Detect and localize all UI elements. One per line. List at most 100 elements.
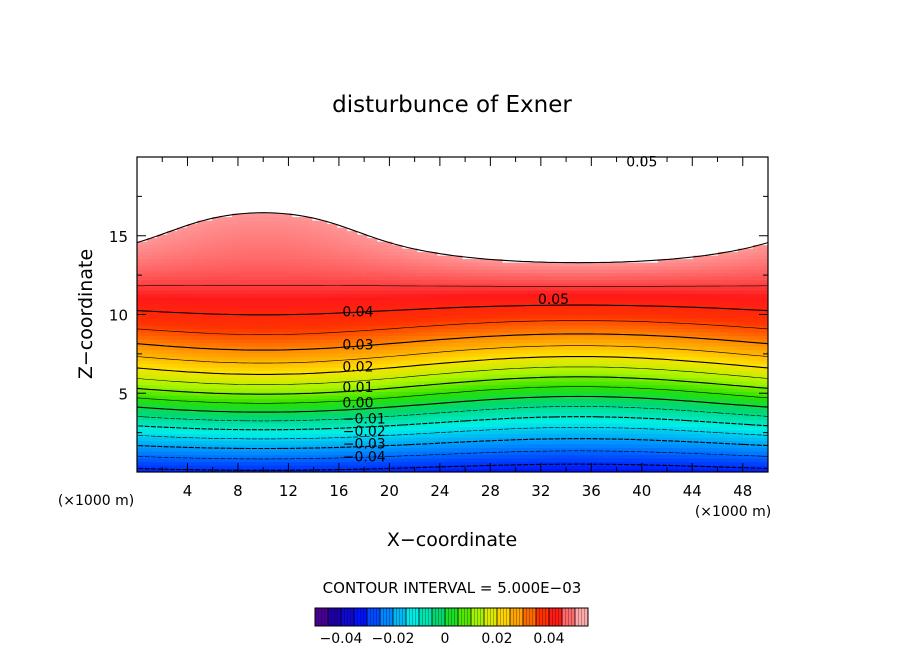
- field-cell: [167, 416, 173, 421]
- field-cell: [577, 402, 584, 407]
- field-cell: [257, 447, 263, 452]
- field-cell: [602, 412, 609, 417]
- field-cell: [712, 342, 719, 347]
- field-cell: [512, 412, 519, 417]
- field-cell: [217, 458, 223, 463]
- field-cell: [672, 370, 679, 375]
- field-cell: [602, 433, 609, 438]
- field-cell: [522, 395, 529, 400]
- field-cell: [332, 444, 338, 449]
- field-cell: [612, 468, 619, 472]
- field-cell: [307, 346, 313, 351]
- field-cell: [392, 360, 399, 365]
- field-cell: [272, 461, 278, 466]
- field-cell: [612, 451, 619, 456]
- field-cell: [397, 374, 404, 379]
- field-cell: [352, 388, 358, 393]
- field-cell: [517, 353, 524, 358]
- field-cell: [402, 374, 409, 379]
- field-cell: [557, 377, 564, 382]
- field-cell: [712, 346, 719, 351]
- field-cell: [652, 468, 659, 472]
- field-cell: [257, 388, 263, 393]
- field-cell: [377, 332, 383, 337]
- field-cell: [357, 353, 363, 358]
- field-cell: [657, 339, 664, 344]
- field-cell: [557, 342, 564, 347]
- field-cell: [527, 430, 534, 435]
- field-cell: [737, 405, 744, 410]
- field-cell: [427, 332, 434, 337]
- field-cell: [372, 395, 378, 400]
- field-cell: [172, 381, 178, 386]
- field-cell: [282, 451, 288, 456]
- field-cell: [347, 440, 353, 445]
- field-cell: [597, 374, 604, 379]
- field-cell: [687, 412, 694, 417]
- field-cell: [347, 430, 353, 435]
- field-cell: [467, 395, 474, 400]
- field-cell: [177, 367, 183, 372]
- field-cell: [402, 461, 409, 466]
- field-cell: [307, 356, 313, 361]
- field-cell: [452, 395, 459, 400]
- field-cell: [432, 356, 439, 361]
- field-cell: [457, 356, 464, 361]
- field-cell: [677, 374, 684, 379]
- field-cell: [697, 398, 704, 403]
- field-cell: [417, 353, 424, 358]
- field-cell: [392, 377, 399, 382]
- field-cell: [142, 363, 148, 368]
- field-cell: [597, 377, 604, 382]
- field-cell: [487, 374, 494, 379]
- field-cell: [317, 419, 323, 424]
- field-cell: [737, 437, 744, 442]
- field-cell: [377, 339, 383, 344]
- field-cell: [757, 468, 764, 472]
- field-cell: [532, 374, 539, 379]
- field-cell: [472, 349, 479, 354]
- field-cell: [307, 433, 313, 438]
- field-cell: [522, 391, 529, 396]
- field-cell: [477, 461, 484, 466]
- field-cell: [762, 398, 768, 403]
- field-cell: [647, 451, 654, 456]
- field-cell: [247, 402, 253, 407]
- field-cell: [677, 451, 684, 456]
- field-cell: [732, 437, 739, 442]
- field-cell: [702, 412, 709, 417]
- field-cell: [652, 423, 659, 428]
- field-cell: [237, 342, 243, 347]
- field-cell: [292, 381, 298, 386]
- field-cell: [417, 332, 424, 337]
- field-cell: [382, 426, 388, 431]
- field-cell: [507, 451, 514, 456]
- field-cell: [257, 353, 263, 358]
- field-cell: [462, 381, 469, 386]
- field-cell: [692, 339, 699, 344]
- field-cell: [682, 440, 689, 445]
- field-cell: [762, 356, 768, 361]
- field-cell: [612, 465, 619, 470]
- field-cell: [357, 444, 363, 449]
- field-cell: [427, 377, 434, 382]
- field-cell: [757, 353, 764, 358]
- field-cell: [242, 430, 248, 435]
- field-cell: [757, 402, 764, 407]
- field-cell: [417, 381, 424, 386]
- field-cell: [177, 465, 183, 470]
- field-cell: [162, 384, 168, 389]
- field-cell: [727, 349, 734, 354]
- field-cell: [472, 384, 479, 389]
- field-cell: [612, 440, 619, 445]
- field-cell: [592, 374, 599, 379]
- field-cell: [157, 412, 163, 417]
- field-cell: [617, 339, 624, 344]
- field-cell: [337, 444, 343, 449]
- field-cell: [357, 451, 363, 456]
- field-cell: [622, 412, 629, 417]
- field-cell: [422, 342, 429, 347]
- field-cell: [587, 423, 594, 428]
- field-cell: [297, 381, 303, 386]
- field-cell: [387, 332, 394, 337]
